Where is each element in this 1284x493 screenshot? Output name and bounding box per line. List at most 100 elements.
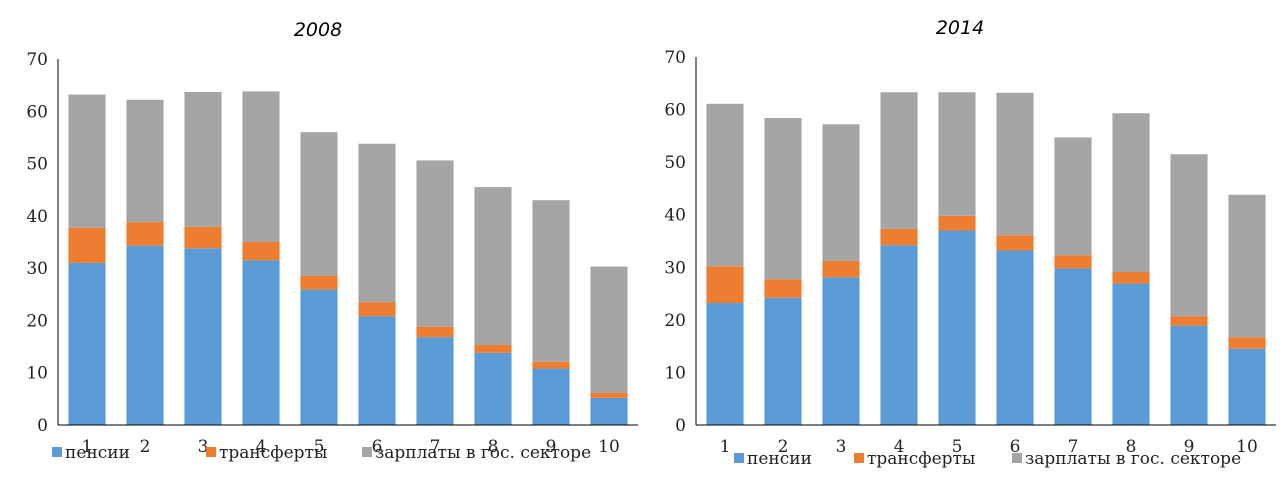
bar-pensions-4 — [242, 260, 280, 425]
bar-pensions-4 — [880, 245, 918, 425]
y-tick-label: 0 — [37, 416, 48, 436]
x-tick-label: 3 — [836, 437, 847, 457]
chart-2014-svg: 2014 0 10 20 30 40 50 60 70 1 2 3 4 5 6 7 8 9 10 пенсии тра… — [664, 17, 1276, 469]
bar-public-wages-3 — [822, 124, 860, 261]
legend-label: пенсии — [747, 449, 812, 469]
bar-transfers-6 — [358, 302, 396, 317]
bar-public-wages-1 — [68, 94, 106, 228]
legend-label: пенсии — [65, 443, 130, 463]
bar-pensions-8 — [1112, 283, 1150, 425]
x-tick-label: 8 — [488, 437, 499, 457]
chart-2008-svg: 2008 0 10 20 30 40 50 60 70 1 2 3 4 5 6 7 8 9 10 пенсии тра… — [26, 19, 638, 463]
legend-swatch — [206, 447, 216, 457]
bar-pensions-2 — [764, 297, 802, 425]
legend-swatch — [52, 447, 62, 457]
bar-public-wages-9 — [1170, 154, 1208, 317]
x-tick-label: 3 — [198, 437, 209, 457]
x-tick-label: 4 — [894, 437, 905, 457]
y-tick-label: 50 — [664, 153, 686, 173]
y-tick-label: 30 — [26, 259, 48, 279]
x-tick-label: 9 — [546, 437, 557, 457]
bar-transfers-4 — [242, 242, 280, 261]
bar-public-wages-7 — [416, 160, 454, 327]
y-tick-label: 20 — [664, 311, 686, 331]
bar-public-wages-2 — [126, 99, 164, 223]
bar-transfers-5 — [300, 275, 338, 290]
x-tick-label: 8 — [1126, 437, 1137, 457]
bar-transfers-9 — [1170, 316, 1208, 326]
legend-label: зарплаты в гос. секторе — [375, 443, 591, 463]
bar-pensions-1 — [68, 262, 106, 425]
y-tick-label: 70 — [26, 50, 48, 70]
bar-pensions-7 — [1054, 268, 1092, 425]
chart-title: 2014 — [936, 17, 984, 39]
bar-pensions-3 — [184, 248, 222, 425]
x-tick-label: 2 — [778, 437, 789, 457]
x-tick-label: 1 — [720, 437, 731, 457]
y-tick-label: 60 — [664, 101, 686, 121]
bar-pensions-9 — [1170, 325, 1208, 425]
chart-title: 2008 — [294, 19, 342, 41]
legend-swatch — [854, 453, 864, 463]
bar-pensions-10 — [590, 397, 628, 425]
legend-label: трансферты — [219, 443, 327, 463]
x-tick-label: 9 — [1184, 437, 1195, 457]
bar-public-wages-4 — [880, 92, 918, 229]
y-tick-label: 10 — [26, 364, 48, 384]
bar-public-wages-6 — [358, 143, 396, 303]
bar-transfers-2 — [126, 222, 164, 246]
legend-label: трансферты — [867, 449, 975, 469]
y-tick-label: 40 — [26, 207, 48, 227]
bar-public-wages-9 — [532, 200, 570, 362]
bar-public-wages-8 — [1112, 113, 1150, 273]
chart-2014: 2014 0 10 20 30 40 50 60 70 1 2 3 4 5 6 7 8 9 10 пенсии тра… — [642, 0, 1284, 493]
bar-public-wages-6 — [996, 92, 1034, 236]
bar-public-wages-3 — [184, 91, 222, 227]
bar-transfers-9 — [532, 361, 570, 369]
bar-transfers-8 — [1112, 272, 1150, 284]
bar-public-wages-10 — [590, 266, 628, 393]
legend-swatch — [734, 453, 744, 463]
x-tick-label: 5 — [952, 437, 963, 457]
y-tick-label: 50 — [26, 155, 48, 175]
bar-transfers-5 — [938, 215, 976, 231]
bar-transfers-10 — [1228, 337, 1266, 349]
bar-transfers-2 — [764, 279, 802, 298]
bar-transfers-10 — [590, 392, 628, 398]
bar-transfers-3 — [822, 260, 860, 278]
y-tick-label: 40 — [664, 206, 686, 226]
bar-pensions-5 — [938, 230, 976, 425]
y-tick-label: 10 — [664, 363, 686, 383]
bar-public-wages-5 — [938, 92, 976, 216]
bar-transfers-4 — [880, 228, 918, 246]
y-tick-label: 70 — [664, 48, 686, 68]
bar-pensions-6 — [358, 316, 396, 425]
bar-transfers-1 — [706, 266, 744, 304]
x-tick-label: 2 — [140, 437, 151, 457]
x-tick-label: 5 — [314, 437, 325, 457]
bar-public-wages-10 — [1228, 194, 1266, 338]
legend-label: зарплаты в гос. секторе — [1025, 449, 1241, 469]
bar-pensions-7 — [416, 337, 454, 425]
bar-transfers-6 — [996, 235, 1034, 251]
bar-pensions-10 — [1228, 348, 1266, 425]
bar-pensions-8 — [474, 352, 512, 425]
bar-public-wages-2 — [764, 117, 802, 280]
x-tick-label: 1 — [82, 437, 93, 457]
y-tick-label: 60 — [26, 102, 48, 122]
bar-transfers-3 — [184, 226, 222, 249]
bar-public-wages-4 — [242, 91, 280, 242]
legend-swatch — [1012, 453, 1022, 463]
y-tick-label: 0 — [675, 416, 686, 436]
bar-public-wages-7 — [1054, 137, 1092, 256]
bar-transfers-7 — [1054, 255, 1092, 269]
bar-pensions-6 — [996, 250, 1034, 425]
x-tick-label: 10 — [1236, 437, 1258, 457]
bar-transfers-8 — [474, 345, 512, 353]
bar-public-wages-5 — [300, 132, 338, 276]
bar-pensions-5 — [300, 289, 338, 425]
chart-2008: 2008 0 10 20 30 40 50 60 70 1 2 3 4 5 6 7 8 9 10 пенсии тра… — [26, 19, 638, 463]
y-tick-label: 20 — [26, 311, 48, 331]
x-tick-label: 4 — [256, 437, 267, 457]
x-tick-label: 10 — [598, 437, 620, 457]
